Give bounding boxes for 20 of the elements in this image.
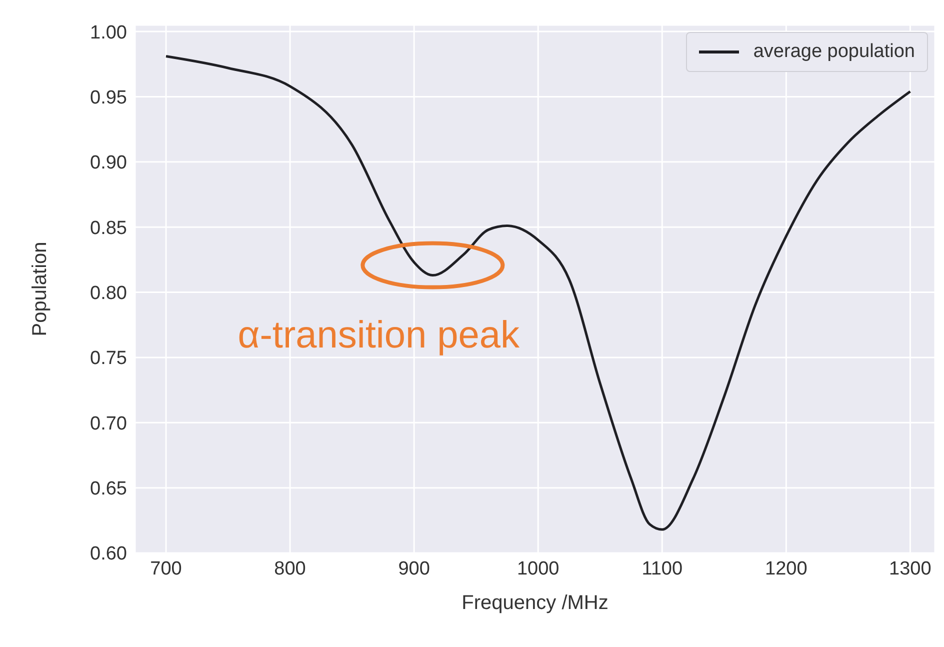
y-tick-label: 0.80 [90, 283, 127, 304]
legend-label: average population [753, 41, 915, 63]
x-tick-label: 1000 [516, 558, 560, 580]
y-tick-label: 0.90 [90, 152, 127, 174]
y-tick-label: 0.65 [90, 478, 127, 500]
x-tick-label: 1200 [765, 558, 808, 580]
y-tick-label: 0.70 [90, 413, 127, 434]
x-tick-label: 900 [398, 558, 430, 580]
y-tick-label: 0.75 [90, 348, 127, 370]
y-tick-label: 1.00 [90, 22, 127, 44]
y-axis-title: Population [29, 242, 52, 336]
x-tick-label: 700 [150, 558, 182, 580]
x-tick-label: 1100 [642, 558, 683, 580]
annotation: α-transition peak [238, 314, 521, 356]
y-tick-label: 0.60 [90, 544, 127, 565]
x-tick-label: 800 [274, 558, 306, 580]
x-tick-label: 1300 [889, 558, 932, 580]
y-tick-label: 0.85 [90, 218, 127, 239]
y-tick-label: 0.95 [90, 87, 127, 108]
x-axis-title: Frequency /MHz [462, 592, 608, 614]
